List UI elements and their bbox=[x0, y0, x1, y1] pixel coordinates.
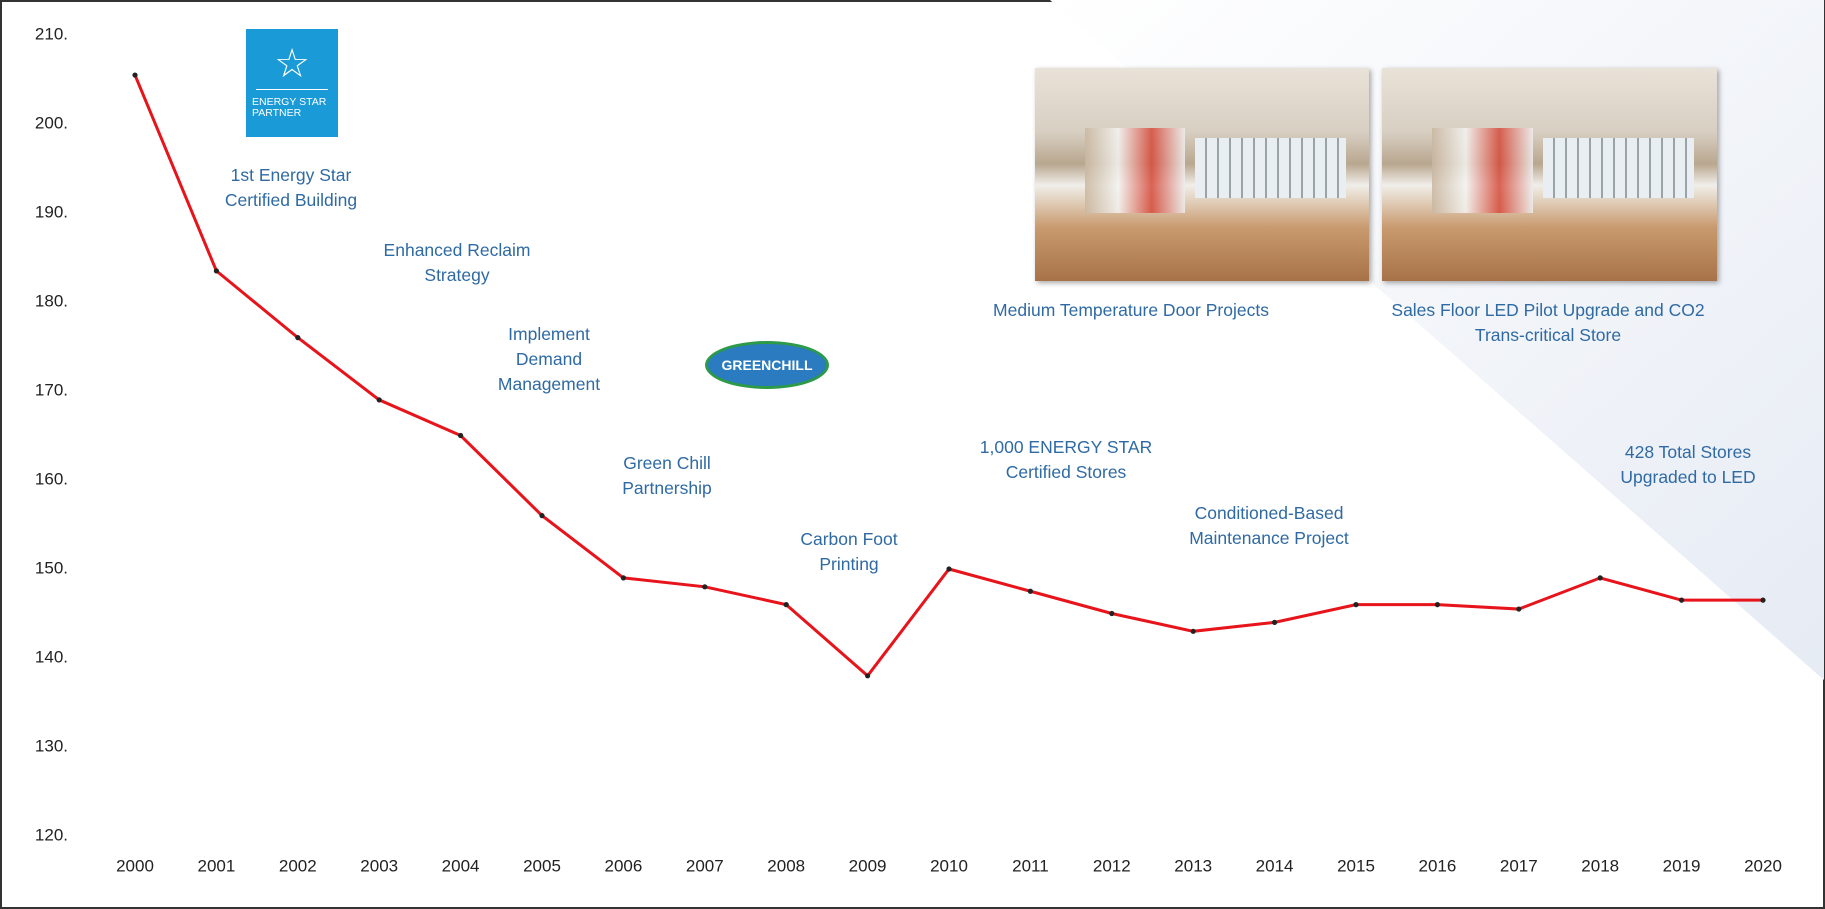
data-point bbox=[376, 397, 382, 403]
data-point bbox=[1190, 628, 1196, 634]
data-point bbox=[539, 513, 545, 519]
annotation-line: Carbon Foot bbox=[800, 529, 898, 549]
greenchill-logo: GREENCHILL bbox=[695, 317, 835, 410]
plot: 120. 130. 140. 150. 160. 170. 180. 190. 200. 210.… bbox=[35, 24, 1782, 875]
y-tick-label: 140. bbox=[35, 647, 68, 666]
y-tick-label: 200. bbox=[35, 113, 68, 132]
y-tick-label: 180. bbox=[35, 291, 68, 310]
annotation-line: Conditioned-Based bbox=[1194, 503, 1344, 523]
annotation-line: Sales Floor LED Pilot Upgrade and CO2 bbox=[1391, 300, 1705, 320]
x-tick-label: 2009 bbox=[849, 856, 887, 875]
x-tick-label: 2002 bbox=[279, 856, 317, 875]
energy-star-logo: ☆ ENERGY STAR PARTNER bbox=[246, 29, 338, 137]
annotation-line: 1,000 ENERGY STAR bbox=[979, 437, 1153, 457]
data-point bbox=[1679, 597, 1685, 603]
annotation: Carbon Foot Printing bbox=[800, 527, 897, 577]
annotation-line: Certified Building bbox=[224, 190, 358, 210]
annotation: Medium Temperature Door Projects bbox=[993, 298, 1269, 323]
x-tick-label: 2001 bbox=[197, 856, 235, 875]
annotation: 1st Energy Star Certified Building bbox=[225, 163, 357, 213]
data-point bbox=[1434, 602, 1440, 608]
annotation-line: 428 Total Stores bbox=[1624, 442, 1752, 462]
annotation-line: Upgraded to LED bbox=[1620, 467, 1756, 487]
y-tick-label: 130. bbox=[35, 736, 68, 755]
data-point bbox=[1760, 597, 1766, 603]
x-tick-label: 2000 bbox=[116, 856, 154, 875]
annotation: Implement Demand Management bbox=[498, 322, 600, 397]
logo-text: GREENCHILL bbox=[721, 357, 813, 373]
logo-text: ENERGY STAR bbox=[252, 96, 327, 108]
data-point bbox=[1272, 619, 1278, 626]
x-tick-label: 2004 bbox=[442, 856, 480, 875]
data-point bbox=[458, 432, 464, 439]
annotation-line: Maintenance Project bbox=[1189, 528, 1349, 548]
data-point bbox=[1109, 610, 1115, 617]
annotation-line: Medium Temperature Door Projects bbox=[993, 300, 1269, 320]
x-tick-label: 2003 bbox=[360, 856, 398, 875]
y-tick-label: 190. bbox=[35, 202, 68, 221]
x-tick-label: 2008 bbox=[767, 856, 805, 875]
annotation-line: Implement bbox=[508, 324, 590, 344]
data-point bbox=[295, 335, 301, 341]
x-tick-label: 2020 bbox=[1744, 856, 1782, 875]
data-point bbox=[783, 602, 789, 608]
data-point bbox=[865, 673, 871, 679]
x-tick-label: 2006 bbox=[604, 856, 642, 875]
annotation-line: Partnership bbox=[622, 478, 712, 498]
data-point bbox=[702, 584, 708, 590]
x-tick-label: 2014 bbox=[1256, 856, 1294, 875]
annotation: Sales Floor LED Pilot Upgrade and CO2 Tra… bbox=[1391, 298, 1704, 348]
x-tick-label: 2013 bbox=[1174, 856, 1212, 875]
data-point bbox=[620, 575, 627, 581]
x-tick-label: 2018 bbox=[1581, 856, 1619, 875]
x-tick-label: 2005 bbox=[523, 856, 561, 875]
annotation-line: 1st Energy Star bbox=[230, 165, 352, 185]
annotation-line: Demand bbox=[515, 349, 583, 369]
data-point bbox=[213, 268, 219, 274]
x-tick-label: 2019 bbox=[1663, 856, 1701, 875]
y-tick-label: 160. bbox=[35, 469, 68, 488]
annotation-line: Enhanced Reclaim bbox=[383, 240, 531, 260]
logo-text: PARTNER bbox=[252, 107, 302, 119]
annotation-line: Management bbox=[497, 374, 601, 394]
data-point bbox=[1027, 588, 1033, 594]
x-tick-label: 2007 bbox=[686, 856, 724, 875]
x-tick-label: 2011 bbox=[1012, 856, 1049, 875]
store-photo bbox=[1035, 68, 1369, 281]
y-tick-label: 120. bbox=[35, 825, 68, 844]
x-tick-label: 2012 bbox=[1093, 856, 1131, 875]
x-tick-label: 2010 bbox=[930, 856, 968, 875]
annotation-line: Green Chill bbox=[623, 453, 711, 473]
data-point bbox=[1516, 606, 1522, 612]
annotation: 428 Total Stores Upgraded to LED bbox=[1620, 440, 1755, 490]
data-point bbox=[132, 72, 138, 78]
annotation-line: Trans-critical Store bbox=[1474, 325, 1622, 345]
x-tick-label: 2016 bbox=[1418, 856, 1456, 875]
annotation-line: Printing bbox=[819, 554, 879, 574]
annotation: 1,000 ENERGY STAR Certified Stores bbox=[980, 435, 1152, 485]
data-point bbox=[1353, 602, 1359, 608]
data-point bbox=[1597, 575, 1603, 581]
y-tick-label: 210. bbox=[35, 24, 68, 43]
data-point bbox=[946, 566, 952, 572]
x-tick-label: 2017 bbox=[1500, 856, 1538, 875]
y-tick-label: 170. bbox=[35, 380, 68, 399]
annotation: Enhanced Reclaim Strategy bbox=[384, 238, 531, 288]
store-photo bbox=[1382, 68, 1717, 281]
x-tick-label: 2015 bbox=[1337, 856, 1375, 875]
y-tick-label: 150. bbox=[35, 558, 68, 577]
annotation-line: Strategy bbox=[424, 265, 490, 285]
annotation: Green Chill Partnership bbox=[622, 451, 712, 501]
annotation: Conditioned-Based Maintenance Project bbox=[1189, 501, 1349, 551]
annotation-line: Certified Stores bbox=[1005, 462, 1127, 482]
